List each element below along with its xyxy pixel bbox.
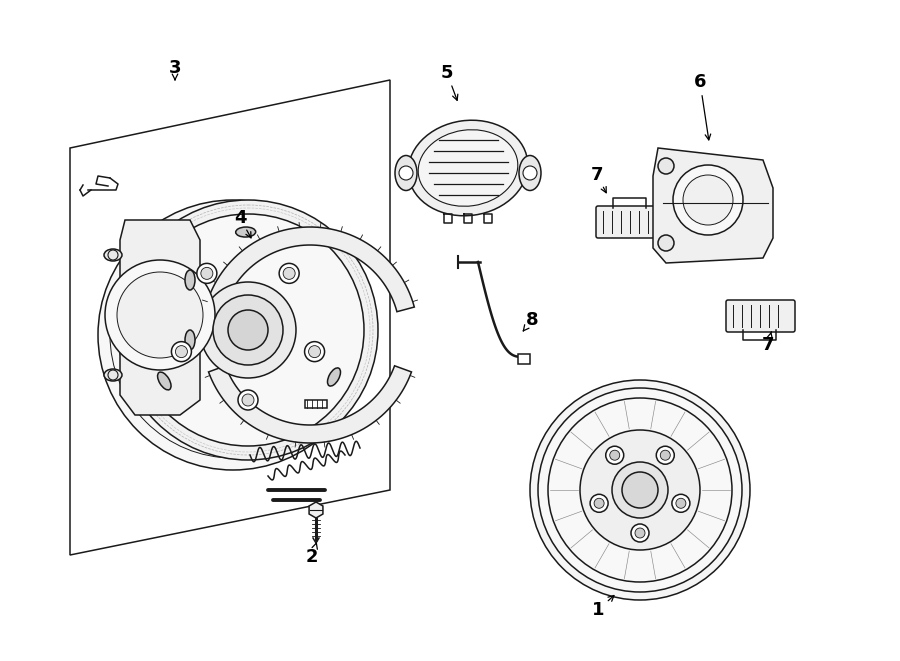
- Circle shape: [132, 214, 364, 446]
- Circle shape: [399, 166, 413, 180]
- Circle shape: [242, 394, 254, 406]
- Text: 4: 4: [234, 209, 247, 227]
- Circle shape: [622, 472, 658, 508]
- Text: 3: 3: [169, 59, 181, 77]
- Ellipse shape: [409, 120, 527, 215]
- Ellipse shape: [328, 368, 340, 386]
- Circle shape: [656, 446, 674, 464]
- Circle shape: [200, 282, 296, 378]
- Circle shape: [594, 498, 604, 508]
- Ellipse shape: [519, 155, 541, 190]
- Circle shape: [661, 450, 670, 460]
- Circle shape: [201, 267, 213, 280]
- Bar: [518, 354, 530, 364]
- Circle shape: [606, 446, 624, 464]
- Circle shape: [304, 342, 325, 362]
- Circle shape: [238, 390, 258, 410]
- Polygon shape: [653, 148, 773, 263]
- Ellipse shape: [185, 330, 195, 350]
- Ellipse shape: [395, 155, 417, 190]
- Ellipse shape: [158, 372, 171, 390]
- Circle shape: [580, 430, 700, 550]
- FancyBboxPatch shape: [596, 206, 665, 238]
- Text: 5: 5: [441, 64, 454, 82]
- Circle shape: [197, 263, 217, 284]
- Circle shape: [171, 342, 192, 362]
- Circle shape: [538, 388, 742, 592]
- Ellipse shape: [104, 249, 122, 261]
- Circle shape: [105, 260, 215, 370]
- Circle shape: [309, 346, 320, 358]
- Text: 6: 6: [694, 73, 706, 91]
- Ellipse shape: [104, 369, 122, 381]
- Polygon shape: [206, 227, 414, 312]
- Bar: [305, 400, 327, 408]
- Circle shape: [609, 450, 620, 460]
- Text: 1: 1: [592, 601, 604, 619]
- Circle shape: [683, 175, 733, 225]
- Ellipse shape: [236, 227, 256, 237]
- Circle shape: [590, 494, 608, 512]
- Text: 7: 7: [761, 336, 774, 354]
- Circle shape: [530, 380, 750, 600]
- Text: 7: 7: [590, 166, 603, 184]
- Circle shape: [548, 398, 732, 582]
- Circle shape: [279, 263, 299, 284]
- Circle shape: [631, 524, 649, 542]
- Circle shape: [176, 346, 187, 358]
- Circle shape: [117, 272, 203, 358]
- Circle shape: [672, 494, 690, 512]
- Circle shape: [98, 200, 368, 470]
- Polygon shape: [120, 220, 200, 415]
- Circle shape: [673, 165, 743, 235]
- Ellipse shape: [418, 130, 518, 206]
- Circle shape: [228, 310, 268, 350]
- Polygon shape: [209, 366, 411, 443]
- Circle shape: [658, 235, 674, 251]
- Circle shape: [612, 462, 668, 518]
- Ellipse shape: [185, 270, 195, 290]
- Circle shape: [676, 498, 686, 508]
- Circle shape: [635, 528, 645, 538]
- Polygon shape: [309, 502, 323, 518]
- Circle shape: [118, 200, 378, 460]
- Text: 2: 2: [306, 548, 319, 566]
- Circle shape: [284, 267, 295, 280]
- Circle shape: [523, 166, 537, 180]
- FancyBboxPatch shape: [726, 300, 795, 332]
- Circle shape: [658, 158, 674, 174]
- Text: 8: 8: [526, 311, 538, 329]
- Circle shape: [213, 295, 283, 365]
